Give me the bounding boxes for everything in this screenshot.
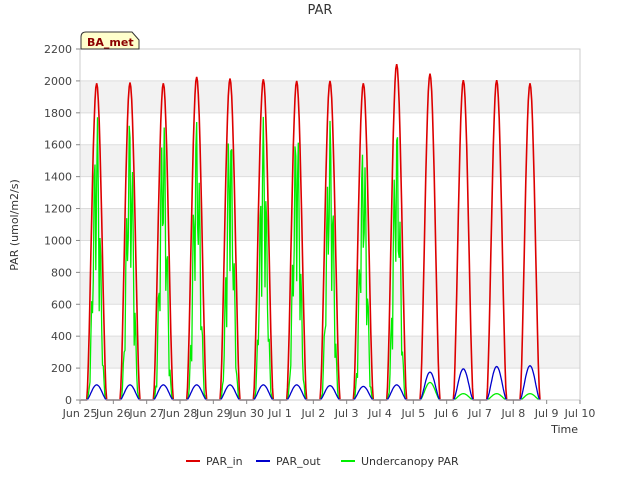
x-tick-label: Jul 1: [267, 407, 292, 420]
y-tick-label: 1800: [44, 107, 72, 120]
x-axis-title: Time: [550, 423, 578, 436]
background-band: [80, 80, 580, 113]
series-line-par_out: [80, 364, 541, 401]
legend-label: PAR_out: [276, 455, 321, 468]
x-tick-label: Jul 5: [400, 407, 425, 420]
x-tick-label: Jun 28: [162, 407, 198, 420]
badge-shape: [80, 31, 140, 50]
y-tick-label: 800: [51, 266, 72, 279]
badge-label: BA_met: [87, 36, 134, 49]
x-tick-label: Jul 4: [367, 407, 392, 420]
x-tick-label: Jun 26: [95, 407, 131, 420]
y-axis-ticks: 0 200 400 600 800 1000 1200 1400 1600 1800 2000 220…: [44, 43, 80, 407]
x-tick-label: Jul 6: [434, 407, 459, 420]
x-tick-label: Jun 27: [128, 407, 164, 420]
y-tick-label: 2000: [44, 75, 72, 88]
y-tick-label: 200: [51, 362, 72, 375]
y-axis-title: PAR (umol/m2/s): [8, 179, 21, 271]
x-tick-label: Jul 9: [534, 407, 559, 420]
station-badge: BA_met: [80, 31, 140, 50]
legend: PAR_in PAR_out Undercanopy PAR: [186, 455, 459, 468]
chart-title: PAR: [308, 3, 333, 18]
legend-label: Undercanopy PAR: [361, 455, 459, 468]
legend-label: PAR_in: [206, 455, 243, 468]
x-tick-label: Jun 29: [195, 407, 231, 420]
y-tick-label: 0: [65, 394, 72, 407]
y-tick-label: 2200: [44, 43, 72, 56]
background-band: [80, 272, 580, 305]
background-band: [80, 336, 580, 369]
x-tick-label: Jul 7: [467, 407, 492, 420]
y-tick-label: 1600: [44, 139, 72, 152]
y-tick-label: 1000: [44, 234, 72, 247]
y-tick-label: 400: [51, 330, 72, 343]
y-tick-label: 1200: [44, 203, 72, 216]
x-tick-label: Jun 30: [228, 407, 264, 420]
x-tick-label: Jun 25: [62, 407, 98, 420]
x-tick-label: Jul 3: [334, 407, 359, 420]
y-tick-label: 1400: [44, 171, 72, 184]
background-band: [80, 208, 580, 241]
x-tick-label: Jul 10: [564, 407, 596, 420]
plot-area-frame: [79, 48, 581, 401]
x-tick-label: Jul 8: [500, 407, 525, 420]
x-tick-label: Jul 2: [300, 407, 325, 420]
y-tick-label: 600: [51, 298, 72, 311]
